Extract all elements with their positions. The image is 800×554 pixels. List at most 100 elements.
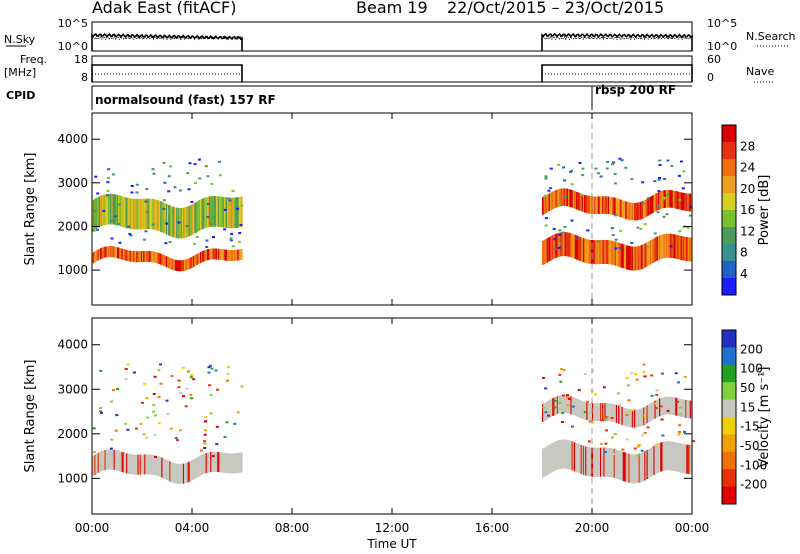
power-echo-cell [629,202,632,221]
velocity-scatter-cell [152,393,156,395]
power-echo-cell [667,233,669,258]
power-colorbar-swatch [722,278,736,296]
power-echo-cell [182,207,185,239]
power-echo-cell [564,232,567,257]
power-echo-cell [670,190,673,208]
power-echo-cell [607,240,610,265]
power-echo-cell [236,249,238,261]
velocity-echo-cell [673,397,676,416]
velocity-echo-cell [562,395,565,413]
noise-search-line [91,35,243,41]
velocity-colorbar-swatch [722,347,736,366]
power-scatter-cell [151,168,155,171]
velocity-scatter-cell [650,394,654,397]
power-echo-cell [643,200,645,218]
power-echo-cell [667,190,669,208]
power-echo-cell [593,240,595,265]
power-echo-cell [611,240,613,265]
velocity-echo-cell [122,452,125,473]
power-scatter-cell [570,183,574,186]
power-echo-cell [561,232,563,257]
velocity-echo-cell [669,441,671,471]
velocity-echo-cell [226,453,228,474]
power-echo-cell [543,240,545,265]
power-echo-cell [101,195,103,226]
power-scatter-cell [165,222,169,225]
power-echo-cell [587,239,590,264]
velocity-scatter-cell [159,382,163,385]
power-echo-cell [159,200,161,232]
power-echo-cell [651,239,653,264]
power-echo-cell [644,199,646,218]
power-scatter-cell [162,161,166,164]
velocity-echo-cell [135,454,137,475]
velocity-echo-cell [657,443,660,473]
power-scatter-cell [624,166,628,169]
velocity-echo-cell [139,454,142,475]
velocity-echo-cell [618,450,620,480]
power-echo-cell [622,200,625,219]
velocity-echo-cell [119,451,121,472]
xaxis-label: Time UT [366,537,417,551]
velocity-colorbar-swatch [722,364,736,383]
power-echo-cell [613,197,616,216]
power-echo-cell [225,249,227,261]
velocity-echo-cell [626,408,628,427]
noise-right-tick-bottom: 10^0 [707,40,737,53]
velocity-echo-cell [628,453,631,483]
power-scatter-cell [547,189,551,192]
power-echo-cell [596,240,599,265]
power-echo-cell [95,198,98,229]
power-echo-cell [673,234,676,259]
nave-label: Nave [746,65,774,78]
noise-left-tick-top: 10^5 [58,17,88,30]
power-echo-cell [618,199,620,217]
power-scatter-cell [110,237,114,240]
power-scatter-cell [669,245,673,248]
velocity-colorbar-tick: -100 [740,458,767,472]
velocity-echo-cell [603,447,606,477]
velocity-colorbar-tick: -200 [740,478,767,492]
velocity-echo-cell [552,398,554,416]
power-scatter-cell [186,172,190,175]
power-echo-cell [568,189,570,207]
velocity-scatter-cell [600,419,604,422]
velocity-echo-cell [128,453,131,474]
power-echo-cell [650,196,652,215]
velocity-scatter-cell [642,371,646,373]
power-echo-cell [555,233,558,258]
power-echo-cell [135,251,137,263]
velocity-scatter-cell [182,395,185,398]
freq-label: Freq. [20,53,47,66]
power-scatter-cell [92,227,96,230]
power-scatter-cell [195,236,199,238]
power-scatter-cell [93,210,97,213]
power-echo-cell [225,197,227,228]
cpid-entry-2: rbsp 200 RF [595,83,676,97]
power-echo-cell [140,198,143,230]
noise-sky-line [541,32,693,51]
power-echo-cell [552,191,554,209]
power-scatter-cell [557,246,561,249]
velocity-echo-cell [109,449,111,470]
power-echo-cell [665,233,668,258]
velocity-scatter-cell [233,422,237,425]
power-scatter-cell [229,239,233,242]
power-colorbar-swatch [722,244,736,262]
velocity-echo-cell [239,452,242,473]
power-scatter-cell [144,230,148,233]
velocity-colorbar-swatch [722,451,736,470]
power-echo-cell [94,251,96,263]
velocity-echo-cell [684,399,686,418]
power-scatter-cell [578,162,582,164]
velocity-echo-cell [159,456,161,477]
power-echo-cell [140,251,143,263]
velocity-echo-cell [630,454,633,484]
power-echo-cell [554,234,557,258]
velocity-echo-cell [153,455,156,476]
power-echo-cell [104,246,107,258]
power-echo-cell [635,246,637,271]
power-scatter-cell [135,183,139,186]
velocity-scatter-cell [154,414,157,417]
power-scatter-cell [112,173,115,176]
